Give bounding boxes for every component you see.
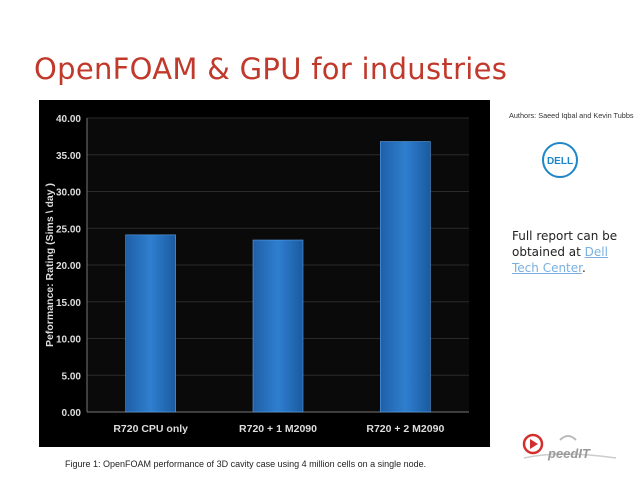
speedit-logo: peedIT (522, 433, 617, 461)
bar (125, 234, 176, 413)
y-tick-label: 30.00 (56, 188, 81, 199)
authors-text: Authors: Saeed Iqbal and Kevin Tubbs (509, 111, 634, 120)
y-tick-label: 5.00 (62, 371, 82, 382)
y-tick-label: 15.00 (56, 298, 81, 309)
y-axis-label: Peformance: Rating (Sims \ day ) (44, 183, 56, 347)
figure-caption: Figure 1: OpenFOAM performance of 3D cav… (65, 459, 427, 469)
y-tick-label: 0.00 (62, 408, 82, 419)
x-tick-label: R720 CPU only (113, 423, 188, 435)
y-tick-label: 10.00 (56, 335, 81, 346)
y-tick-label: 25.00 (56, 224, 81, 235)
y-tick-label: 35.00 (56, 151, 81, 162)
y-tick-label: 20.00 (56, 261, 81, 272)
dell-logo: DELL (542, 142, 578, 178)
slide-title: OpenFOAM & GPU for industries (34, 52, 508, 86)
report-suffix: . (581, 261, 586, 275)
report-note: Full report can be obtained at Dell Tech… (512, 228, 630, 276)
x-tick-label: R720 + 1 M2090 (239, 423, 317, 435)
bar-chart-svg: 0.00 5.00 10.00 15.00 20.00 25.00 30.00 35.00 40… (44, 114, 469, 435)
bar-chart: 0.00 5.00 10.00 15.00 20.00 25.00 30.00 35.00 40… (39, 100, 490, 447)
dell-tech-center-link[interactable]: Dell Tech Center (512, 245, 608, 275)
bar (252, 239, 304, 413)
report-text: Full report can be obtained at (512, 229, 618, 259)
x-tick-label: R720 + 2 M2090 (366, 423, 444, 435)
y-tick-label: 40.00 (56, 114, 81, 125)
bar (380, 141, 431, 413)
dell-logo-text: DELL (547, 156, 573, 167)
speedit-logo-text: peedIT (547, 446, 591, 461)
